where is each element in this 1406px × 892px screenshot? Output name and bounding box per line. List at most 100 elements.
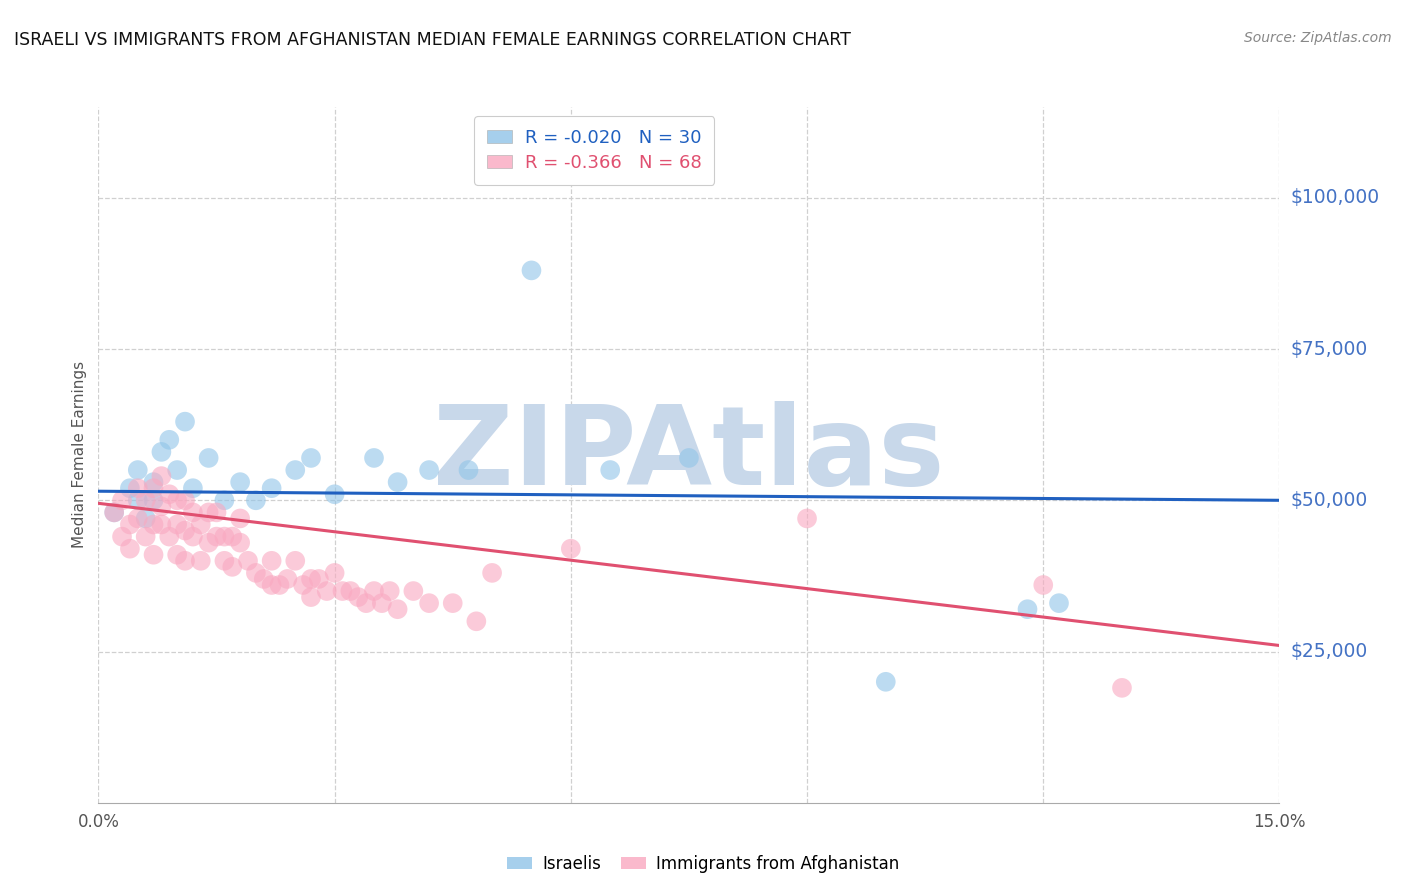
Point (481, 566, 503, 580)
Point (229, 511, 252, 525)
Text: ZIPAtlas: ZIPAtlas (433, 401, 945, 508)
Point (1111, 681, 1133, 695)
Point (181, 530, 204, 544)
Y-axis label: Median Female Earnings: Median Female Earnings (72, 361, 87, 549)
Point (135, 493, 157, 508)
Point (118, 541, 141, 556)
Point (441, 596, 464, 610)
Point (103, 505, 125, 519)
Point (276, 572, 298, 586)
Point (308, 572, 330, 586)
Point (166, 493, 188, 508)
Point (157, 530, 180, 544)
Point (214, 554, 236, 568)
Point (299, 450, 322, 465)
Point (142, 548, 165, 562)
Text: $75,000: $75,000 (1291, 340, 1368, 359)
Point (157, 487, 180, 501)
Legend: R = -0.020   N = 30, R = -0.366   N = 68: R = -0.020 N = 30, R = -0.366 N = 68 (474, 116, 714, 185)
Point (363, 450, 385, 465)
Point (560, 541, 582, 556)
Text: $25,000: $25,000 (1291, 642, 1368, 661)
Point (190, 517, 212, 532)
Point (135, 530, 157, 544)
Point (197, 505, 219, 519)
Point (347, 590, 370, 604)
Point (875, 674, 897, 689)
Point (214, 493, 236, 508)
Point (214, 530, 236, 544)
Point (142, 481, 165, 495)
Point (236, 554, 259, 568)
Point (118, 481, 141, 495)
Point (245, 493, 267, 508)
Point (127, 511, 149, 525)
Point (174, 493, 197, 508)
Point (418, 596, 440, 610)
Point (1032, 578, 1054, 592)
Point (1017, 602, 1039, 616)
Point (181, 481, 204, 495)
Point (418, 463, 440, 477)
Point (166, 463, 188, 477)
Point (371, 596, 394, 610)
Point (245, 566, 267, 580)
Legend: Israelis, Immigrants from Afghanistan: Israelis, Immigrants from Afghanistan (501, 848, 905, 880)
Point (118, 517, 141, 532)
Point (103, 505, 125, 519)
Point (150, 445, 173, 459)
Point (284, 554, 307, 568)
Point (378, 584, 401, 599)
Point (197, 535, 219, 549)
Point (181, 505, 204, 519)
Point (387, 602, 409, 616)
Point (197, 450, 219, 465)
Point (142, 493, 165, 508)
Point (127, 481, 149, 495)
Point (205, 530, 228, 544)
Point (127, 493, 149, 508)
Point (323, 566, 346, 580)
Point (260, 554, 283, 568)
Point (142, 517, 165, 532)
Point (229, 475, 252, 490)
Point (142, 475, 165, 490)
Point (269, 578, 291, 592)
Point (111, 530, 134, 544)
Point (150, 500, 173, 514)
Point (299, 590, 322, 604)
Point (174, 554, 197, 568)
Point (174, 415, 197, 429)
Point (166, 517, 188, 532)
Point (315, 584, 337, 599)
Point (387, 475, 409, 490)
Point (221, 530, 243, 544)
Text: ISRAELI VS IMMIGRANTS FROM AFGHANISTAN MEDIAN FEMALE EARNINGS CORRELATION CHART: ISRAELI VS IMMIGRANTS FROM AFGHANISTAN M… (14, 31, 851, 49)
Point (299, 572, 322, 586)
Point (354, 596, 377, 610)
Point (166, 548, 188, 562)
Point (205, 505, 228, 519)
Point (599, 463, 621, 477)
Point (135, 511, 157, 525)
Point (127, 463, 149, 477)
Point (339, 584, 361, 599)
Point (457, 463, 479, 477)
Point (363, 584, 385, 599)
Point (284, 463, 307, 477)
Point (520, 263, 543, 277)
Point (260, 578, 283, 592)
Point (157, 433, 180, 447)
Point (229, 535, 252, 549)
Point (1047, 596, 1070, 610)
Point (796, 511, 818, 525)
Text: $50,000: $50,000 (1291, 491, 1368, 510)
Text: Source: ZipAtlas.com: Source: ZipAtlas.com (1244, 31, 1392, 45)
Point (260, 481, 283, 495)
Point (150, 469, 173, 483)
Point (292, 578, 315, 592)
Point (150, 517, 173, 532)
Point (174, 524, 197, 538)
Point (253, 572, 276, 586)
Point (678, 450, 700, 465)
